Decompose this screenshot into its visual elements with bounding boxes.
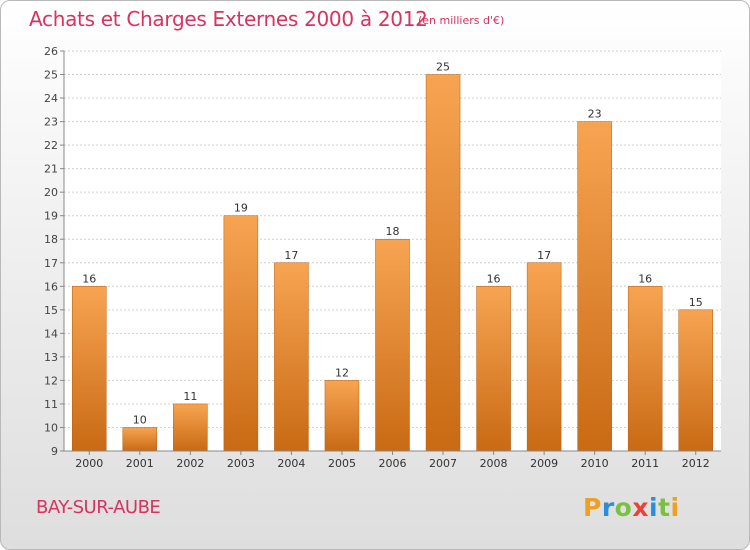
bar-value-label: 15 <box>689 296 703 309</box>
bar <box>173 403 208 452</box>
y-tick-label: 24 <box>44 92 58 105</box>
bar-value-label: 19 <box>234 202 248 215</box>
x-tick-label: 2008 <box>480 457 508 470</box>
x-tick-label: 2005 <box>328 457 356 470</box>
y-tick-label: 16 <box>44 280 58 293</box>
bar-value-label: 12 <box>335 366 349 379</box>
bar-value-label: 17 <box>537 249 551 262</box>
bar <box>375 238 410 452</box>
x-tick-label: 2006 <box>379 457 407 470</box>
y-tick-label: 11 <box>44 398 58 411</box>
x-tick-label: 2011 <box>631 457 659 470</box>
bar <box>72 286 107 452</box>
bar <box>324 380 360 452</box>
y-tick-label: 9 <box>51 445 58 458</box>
bar-value-label: 11 <box>183 390 197 403</box>
x-tick-label: 2007 <box>429 457 457 470</box>
bar <box>526 262 562 452</box>
bar-value-label: 23 <box>588 108 602 121</box>
y-tick-label: 10 <box>44 421 58 434</box>
bar-value-label: 16 <box>82 272 96 285</box>
y-tick-label: 18 <box>44 233 58 246</box>
proxiti-logo: Proxiti <box>581 490 691 524</box>
y-tick-label: 20 <box>44 186 58 199</box>
bar <box>476 286 511 452</box>
x-tick-label: 2004 <box>277 457 305 470</box>
x-tick-label: 2001 <box>126 457 154 470</box>
bar <box>425 74 461 452</box>
y-tick-label: 15 <box>44 304 58 317</box>
bar <box>223 215 259 452</box>
bar-value-label: 16 <box>638 272 652 285</box>
chart-subtitle: (en milliers d'€) <box>418 14 505 27</box>
x-tick-label: 2009 <box>530 457 558 470</box>
bar-value-label: 25 <box>436 61 450 74</box>
x-tick-label: 2012 <box>682 457 710 470</box>
y-tick-label: 19 <box>44 210 58 223</box>
x-tick-label: 2002 <box>176 457 204 470</box>
bar <box>122 427 158 452</box>
y-tick-label: 23 <box>44 116 58 129</box>
bar-value-label: 16 <box>487 272 501 285</box>
bar <box>627 286 663 452</box>
y-tick-label: 12 <box>44 374 58 387</box>
y-tick-label: 26 <box>44 45 58 58</box>
bar <box>577 121 612 452</box>
svg-text:Proxiti: Proxiti <box>583 493 680 522</box>
y-tick-label: 14 <box>44 327 58 340</box>
bar-value-label: 17 <box>284 249 298 262</box>
x-tick-label: 2010 <box>581 457 609 470</box>
y-tick-label: 17 <box>44 257 58 270</box>
y-tick-label: 22 <box>44 139 58 152</box>
x-tick-label: 2003 <box>227 457 255 470</box>
bar <box>274 262 309 452</box>
chart-title: Achats et Charges Externes 2000 à 2012 <box>29 7 428 31</box>
commune-name: BAY-SUR-AUBE <box>36 497 161 518</box>
bar-value-label: 10 <box>133 413 147 426</box>
y-tick-label: 21 <box>44 163 58 176</box>
x-tick-label: 2000 <box>75 457 103 470</box>
y-tick-label: 13 <box>44 351 58 364</box>
bar-value-label: 18 <box>386 225 400 238</box>
bar <box>678 309 713 452</box>
y-tick-label: 25 <box>44 69 58 82</box>
